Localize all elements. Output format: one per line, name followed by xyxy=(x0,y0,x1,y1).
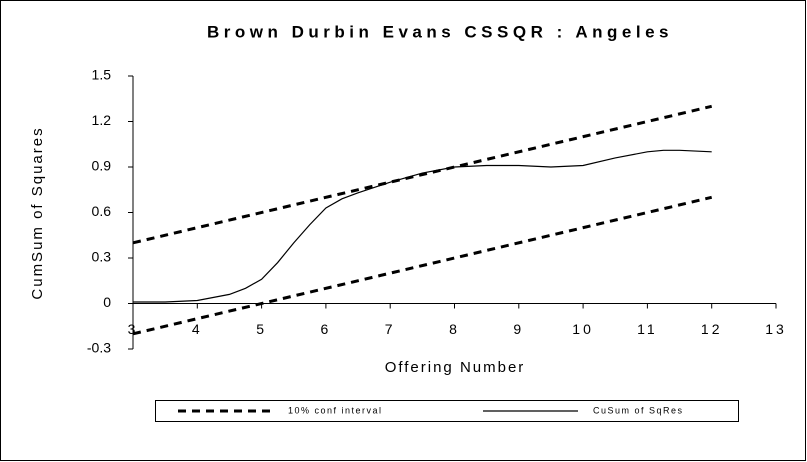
y-tick-label: 1.2 xyxy=(92,112,112,128)
series-line xyxy=(133,149,712,303)
x-tick-label: 7 xyxy=(385,321,396,337)
legend-label: 10% conf interval xyxy=(288,405,383,415)
y-tick-label: 0.9 xyxy=(92,158,112,174)
x-tick-label: 8 xyxy=(449,321,460,337)
x-tick-label: 9 xyxy=(513,321,524,337)
y-tick-label: 0.3 xyxy=(92,249,112,265)
x-tick-label: 12 xyxy=(701,321,723,337)
x-tick-label: 4 xyxy=(192,321,203,337)
x-tick-label: 13 xyxy=(765,321,787,337)
x-tick-label: 11 xyxy=(637,321,658,337)
legend-label: CuSum of SqRes xyxy=(593,405,684,415)
series-line xyxy=(132,195,713,336)
chart-title: Brown Durbin Evans CSSQR : Angeles xyxy=(207,22,673,41)
x-tick-label: 5 xyxy=(256,321,267,337)
x-tick-label: 3 xyxy=(128,321,139,337)
x-axis-title: Offering Number xyxy=(385,359,526,376)
series-line xyxy=(132,104,713,245)
legend-box xyxy=(155,400,739,422)
y-axis-title: CumSum of Squares xyxy=(29,126,46,299)
y-tick-label: -0.3 xyxy=(87,340,111,356)
y-tick-label: 1.5 xyxy=(92,67,112,83)
y-tick-label: 0.6 xyxy=(92,203,112,219)
y-tick-label: 0 xyxy=(103,294,111,310)
x-tick-label: 10 xyxy=(572,321,594,337)
x-tick-label: 6 xyxy=(321,321,332,337)
